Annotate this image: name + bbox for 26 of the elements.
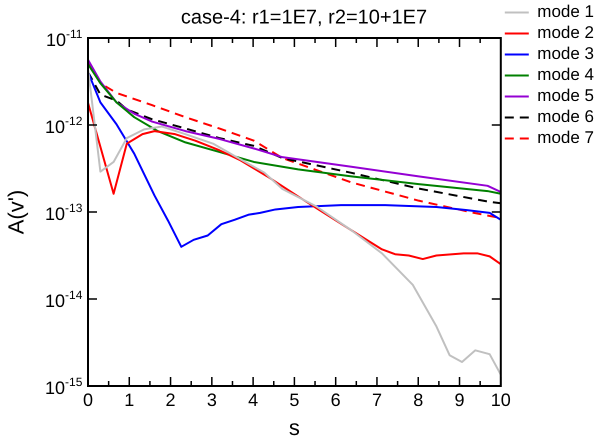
legend-label: mode 3 bbox=[537, 44, 594, 64]
y-tick-label: 10$^{-13}$ bbox=[45, 201, 82, 224]
x-tick-label: 10 bbox=[490, 390, 511, 410]
legend-label: mode 6 bbox=[537, 107, 594, 126]
y-tick-label: 10$^{-12}$ bbox=[45, 114, 82, 137]
x-tick-label: 6 bbox=[330, 390, 341, 410]
x-tick-label: 2 bbox=[166, 390, 176, 410]
x-axis-title: s bbox=[288, 414, 300, 440]
y-tick-label: 10$^{-14}$ bbox=[45, 288, 82, 311]
y-tick-label: 10$^{-15}$ bbox=[45, 375, 82, 398]
legend-label: mode 7 bbox=[537, 128, 594, 148]
x-tick-label: 5 bbox=[289, 390, 300, 410]
y-tick-label: 10$^{-11}$ bbox=[46, 27, 82, 50]
x-tick-label: 1 bbox=[124, 390, 134, 410]
legend-label: mode 4 bbox=[537, 65, 594, 84]
x-tick-label: 4 bbox=[248, 390, 258, 410]
x-tick-label: 9 bbox=[454, 390, 465, 410]
chart-title: case-4: r1=1E7, r2=10+1E7 bbox=[180, 6, 428, 29]
x-tick-label: 7 bbox=[372, 390, 382, 410]
y-axis-title: A(v') bbox=[3, 190, 28, 234]
legend-label: mode 2 bbox=[537, 23, 594, 42]
legend-label: mode 1 bbox=[537, 2, 594, 22]
x-tick-label: 0 bbox=[82, 390, 94, 410]
x-tick-label: 3 bbox=[206, 390, 217, 410]
x-tick-label: 8 bbox=[413, 390, 424, 410]
legend-label: mode 5 bbox=[537, 86, 594, 106]
